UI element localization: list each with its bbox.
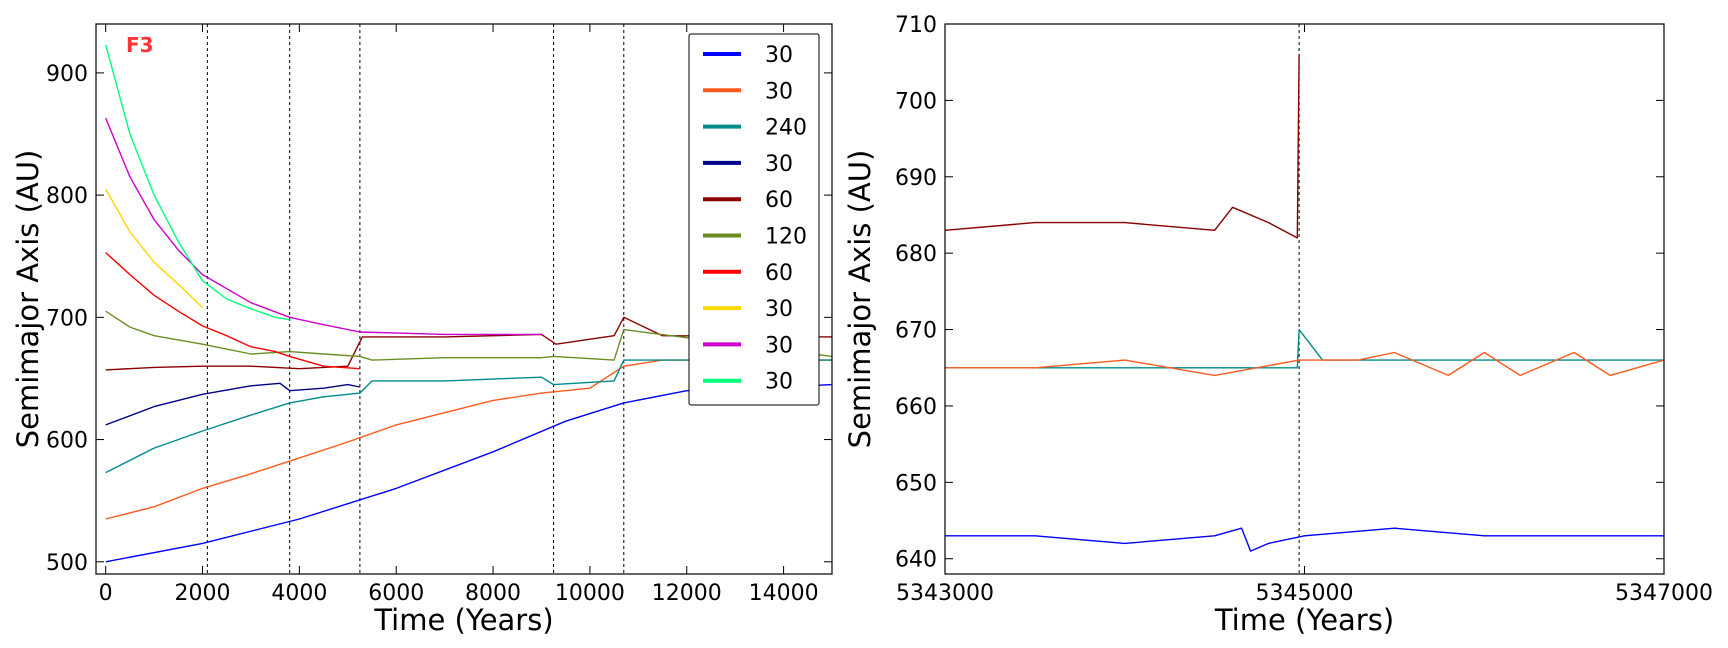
x-axis-label: Time (Years) <box>373 603 553 637</box>
y-tick-label: 700 <box>46 306 88 331</box>
series-line-5 <box>105 316 832 371</box>
y-tick-label: 700 <box>895 89 937 114</box>
legend-label: 60 <box>765 261 793 286</box>
y-tick-label: 660 <box>895 395 937 420</box>
plot-frame <box>95 23 833 575</box>
series-line-3 <box>945 351 1664 377</box>
y-tick-label: 900 <box>46 62 88 87</box>
x-tick-label: 8000 <box>465 581 521 606</box>
series-line-4 <box>105 382 361 426</box>
x-tick-label: 5347000 <box>1615 581 1713 606</box>
x-tick-label: 5343000 <box>896 581 994 606</box>
x-tick-label: 12000 <box>652 581 722 606</box>
y-tick-label: 500 <box>46 551 88 576</box>
x-tick-label: 14000 <box>749 581 819 606</box>
legend-label: 30 <box>765 370 793 395</box>
chart-panel-1: 0 2000 4000 6000 8000 10000 12000 14000 500 600 70… <box>11 23 833 637</box>
y-tick-label: 640 <box>895 548 937 573</box>
series-line-10 <box>105 44 290 321</box>
y-tick-label: 710 <box>895 13 937 38</box>
series-line-4 <box>945 527 1664 552</box>
y-tick-label: 680 <box>895 242 937 267</box>
series-line-7 <box>105 252 360 370</box>
x-tick-label: 4000 <box>271 581 327 606</box>
x-tick-label: 2000 <box>175 581 231 606</box>
series-line-2 <box>105 359 832 520</box>
series-line-3 <box>105 359 832 474</box>
legend-label: 240 <box>765 116 807 141</box>
plot-area <box>945 24 1664 574</box>
legend-label: 30 <box>765 79 793 104</box>
x-axis-label: Time (Years) <box>1214 603 1394 637</box>
y-tick-label: 670 <box>895 319 937 344</box>
legend-label: 30 <box>765 152 793 177</box>
series-line-9 <box>105 117 542 336</box>
series-group <box>105 44 832 563</box>
chart-panel-2: 5343000 5345000 5347000 640 650 660 670 680 690 7… <box>843 13 1713 637</box>
y-axis-label: Semimajor Axis (AU) <box>11 150 45 449</box>
legend-label: 120 <box>765 225 807 250</box>
legend-label: 30 <box>765 297 793 322</box>
series-line-1 <box>945 54 1300 239</box>
y-tick-label: 600 <box>46 429 88 454</box>
panel-annotation: F3 <box>126 33 154 57</box>
series-line-6 <box>105 310 832 361</box>
series-group <box>945 54 1664 552</box>
y-tick-label: 800 <box>46 184 88 209</box>
y-axis-label: Semimajor Axis (AU) <box>843 150 877 449</box>
x-tick-label: 5345000 <box>1256 581 1354 606</box>
x-tick-label: 6000 <box>368 581 424 606</box>
series-line-8 <box>105 188 203 309</box>
y-tick-label: 650 <box>895 471 937 496</box>
x-tick-label: 10000 <box>555 581 625 606</box>
legend-label: 60 <box>765 188 793 213</box>
x-tick-label: 0 <box>99 581 113 606</box>
y-tick-label: 690 <box>895 166 937 191</box>
legend-label: 30 <box>765 333 793 358</box>
legend-label: 30 <box>765 43 793 68</box>
